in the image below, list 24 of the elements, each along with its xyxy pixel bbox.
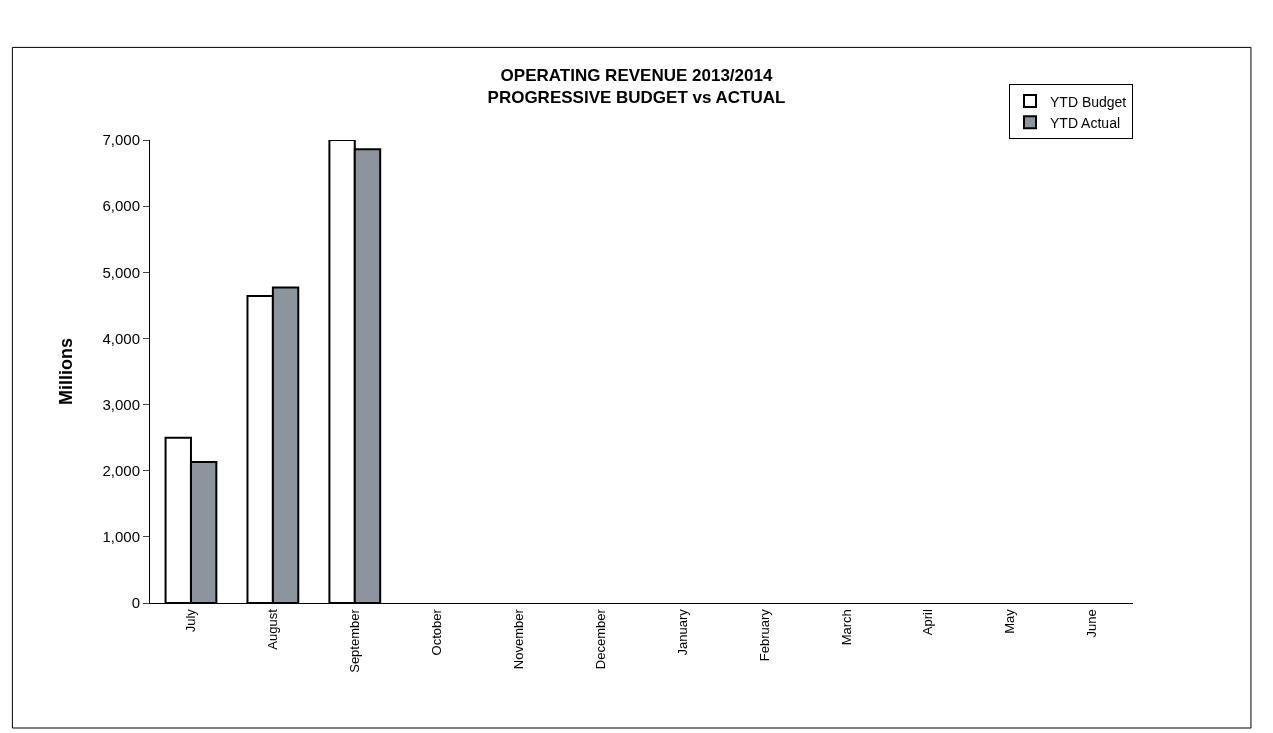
x-tick-label: July <box>183 608 199 633</box>
x-tick-label: January <box>674 608 690 656</box>
y-tick-label: 0 <box>131 594 140 612</box>
y-tick-label: 2,000 <box>102 461 140 479</box>
x-tick-label: December <box>592 608 608 670</box>
y-tick-label: 6,000 <box>102 197 140 215</box>
x-tick-label: October <box>428 608 444 656</box>
y-tick-label: 1,000 <box>102 528 140 546</box>
y-tick-label: 7,000 <box>102 131 140 149</box>
y-axis-title: Millions <box>55 338 76 405</box>
y-tick-label: 3,000 <box>102 395 140 413</box>
x-tick-label: June <box>1084 609 1100 638</box>
x-tick-label: March <box>838 609 854 646</box>
x-tick-label: November <box>510 608 526 670</box>
x-tick-label: September <box>347 608 363 673</box>
y-tick-label: 4,000 <box>102 329 140 347</box>
chart-title: OPERATING REVENUE 2013/2014 PROGRESSIVE BUDGET vs ACTUAL <box>487 65 786 107</box>
legend-label: YTD Actual <box>1050 114 1121 131</box>
x-tick-label: April <box>920 609 936 636</box>
x-tick-label: August <box>265 608 281 650</box>
x-tick-label: May <box>1002 608 1018 634</box>
x-tick-label: February <box>756 608 772 662</box>
y-tick-label: 5,000 <box>102 263 140 281</box>
legend-label: YTD Budget <box>1050 93 1127 110</box>
